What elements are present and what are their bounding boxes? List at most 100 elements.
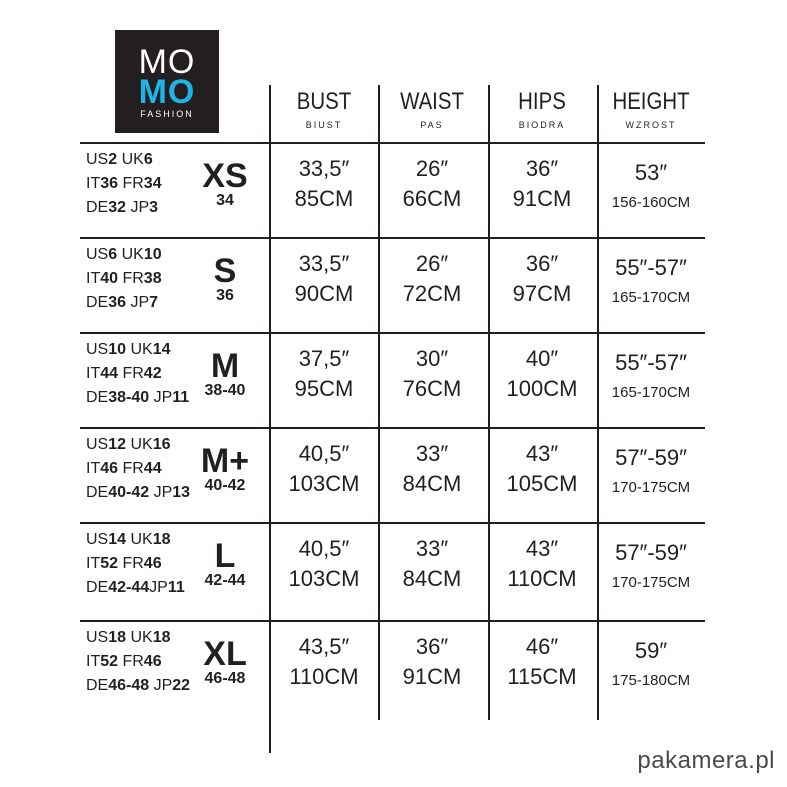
size-code-part: 46-48: [108, 677, 150, 694]
size-code-part: 16: [152, 436, 171, 453]
header-label: HEIGHT: [612, 88, 690, 115]
size-code-part: 11: [167, 579, 185, 596]
height-cm: 170-175CM: [611, 479, 691, 496]
size-code-part: UK: [126, 436, 153, 453]
size-eu-number: 38-40: [204, 382, 246, 399]
height-cell: 57″-59″ 170-175CM: [597, 443, 705, 503]
size-code-part: FR: [118, 460, 144, 477]
size-code-part: 38: [143, 270, 162, 287]
size-code-line: IT44 FR42: [86, 362, 189, 386]
size-code-part: 52: [100, 653, 119, 670]
size-codes: US14 UK18 IT52 FR46 DE42-44JP11: [86, 528, 185, 600]
column-divider: [269, 85, 271, 753]
logo-line-2: MO: [138, 73, 196, 111]
hips-cell: 36″ 97CM: [488, 249, 596, 309]
size-code-line: US2 UK6: [86, 148, 162, 172]
bust-cm: 95CM: [294, 376, 354, 401]
size-codes: US10 UK14 IT44 FR42 DE38-40 JP11: [86, 338, 189, 410]
column-header-hips: HIPS BIODRA: [488, 88, 596, 130]
size-code-line: IT52 FR46: [86, 650, 190, 674]
size-code-part: IT: [86, 175, 101, 192]
bust-cell: 37,5″ 95CM: [270, 344, 378, 404]
size-code-part: IT: [86, 460, 101, 477]
size-letter: L: [214, 537, 236, 575]
size-code-line: IT40 FR38: [86, 267, 162, 291]
size-eu-number: 34: [216, 192, 234, 209]
size-code-line: DE36 JP7: [86, 291, 162, 315]
header-label-polish: WZROST: [625, 120, 677, 130]
size-code-part: UK: [126, 629, 153, 646]
size-code-part: 11: [172, 389, 190, 406]
size-code-part: 6: [143, 151, 153, 168]
size-code-part: DE: [86, 389, 109, 406]
size-code-part: IT: [86, 365, 101, 382]
size-code-part: 3: [149, 199, 159, 216]
column-header-height: HEIGHT WZROST: [597, 88, 705, 130]
height-cell: 59″ 175-180CM: [597, 636, 705, 696]
bust-cm: 103CM: [288, 471, 360, 496]
size-label: L 42-44: [190, 537, 260, 590]
height-inches: 59″: [634, 638, 668, 663]
bust-cell: 33,5″ 90CM: [270, 249, 378, 309]
size-code-part: DE: [86, 579, 109, 596]
height-cm: 170-175CM: [611, 574, 691, 591]
bust-cm: 85CM: [294, 186, 354, 211]
logo-line-1: MO: [138, 43, 196, 81]
size-code-part: 14: [108, 531, 127, 548]
bust-inches: 40,5″: [298, 536, 350, 561]
waist-cm: 84CM: [402, 566, 462, 591]
size-code-part: DE: [86, 484, 109, 501]
size-code-part: US: [86, 151, 109, 168]
size-code-part: UK: [126, 531, 153, 548]
watermark: pakamera.pl: [637, 747, 775, 774]
hips-cell: 46″ 115CM: [488, 632, 596, 692]
hips-cell: 43″ 105CM: [488, 439, 596, 499]
size-code-part: 32: [108, 199, 127, 216]
bust-cell: 33,5″ 85CM: [270, 154, 378, 214]
height-cm: 175-180CM: [611, 672, 691, 689]
size-code-part: 40: [100, 270, 119, 287]
waist-cell: 33″ 84CM: [378, 534, 486, 594]
bust-cm: 110CM: [289, 664, 359, 689]
hips-inches: 40″: [525, 346, 559, 371]
size-label: XL 46-48: [190, 635, 260, 688]
height-cell: 55″-57″ 165-170CM: [597, 348, 705, 408]
size-code-part: US: [86, 341, 109, 358]
waist-inches: 33″: [415, 536, 449, 561]
size-code-part: 52: [100, 555, 119, 572]
bust-inches: 40,5″: [298, 441, 350, 466]
row-divider: [80, 237, 705, 239]
header-label-polish: PAS: [420, 120, 444, 130]
size-code-part: 34: [143, 175, 162, 192]
row-divider: [80, 332, 705, 334]
waist-cm: 76CM: [402, 376, 462, 401]
header-label: WAIST: [400, 88, 464, 115]
height-cell: 53″ 156-160CM: [597, 158, 705, 218]
size-code-part: US: [86, 629, 109, 646]
size-code-part: 10: [143, 246, 162, 263]
hips-cm: 115CM: [507, 664, 577, 689]
size-code-part: 36: [100, 175, 119, 192]
column-header-bust: BUST BIUST: [270, 88, 378, 130]
size-letter: XL: [203, 635, 247, 673]
size-code-part: US: [86, 246, 109, 263]
size-code-part: 2: [108, 151, 118, 168]
size-code-part: IT: [86, 555, 101, 572]
size-code-line: DE32 JP3: [86, 196, 162, 220]
size-label: M 38-40: [190, 349, 260, 400]
hips-cell: 43″ 110CM: [488, 534, 596, 594]
waist-inches: 26″: [415, 156, 449, 181]
waist-cm: 84CM: [402, 471, 462, 496]
size-code-line: DE42-44JP11: [86, 576, 185, 600]
size-code-part: 14: [152, 341, 171, 358]
waist-cell: 33″ 84CM: [378, 439, 486, 499]
size-code-part: 18: [152, 531, 171, 548]
size-code-part: US: [86, 531, 109, 548]
size-code-part: 6: [108, 246, 118, 263]
row-divider: [80, 522, 705, 524]
size-code-part: JP: [126, 199, 150, 216]
waist-cm: 66CM: [402, 186, 462, 211]
size-code-part: FR: [118, 365, 144, 382]
size-code-part: 46: [143, 555, 162, 572]
size-code-part: 42-44: [108, 579, 150, 596]
